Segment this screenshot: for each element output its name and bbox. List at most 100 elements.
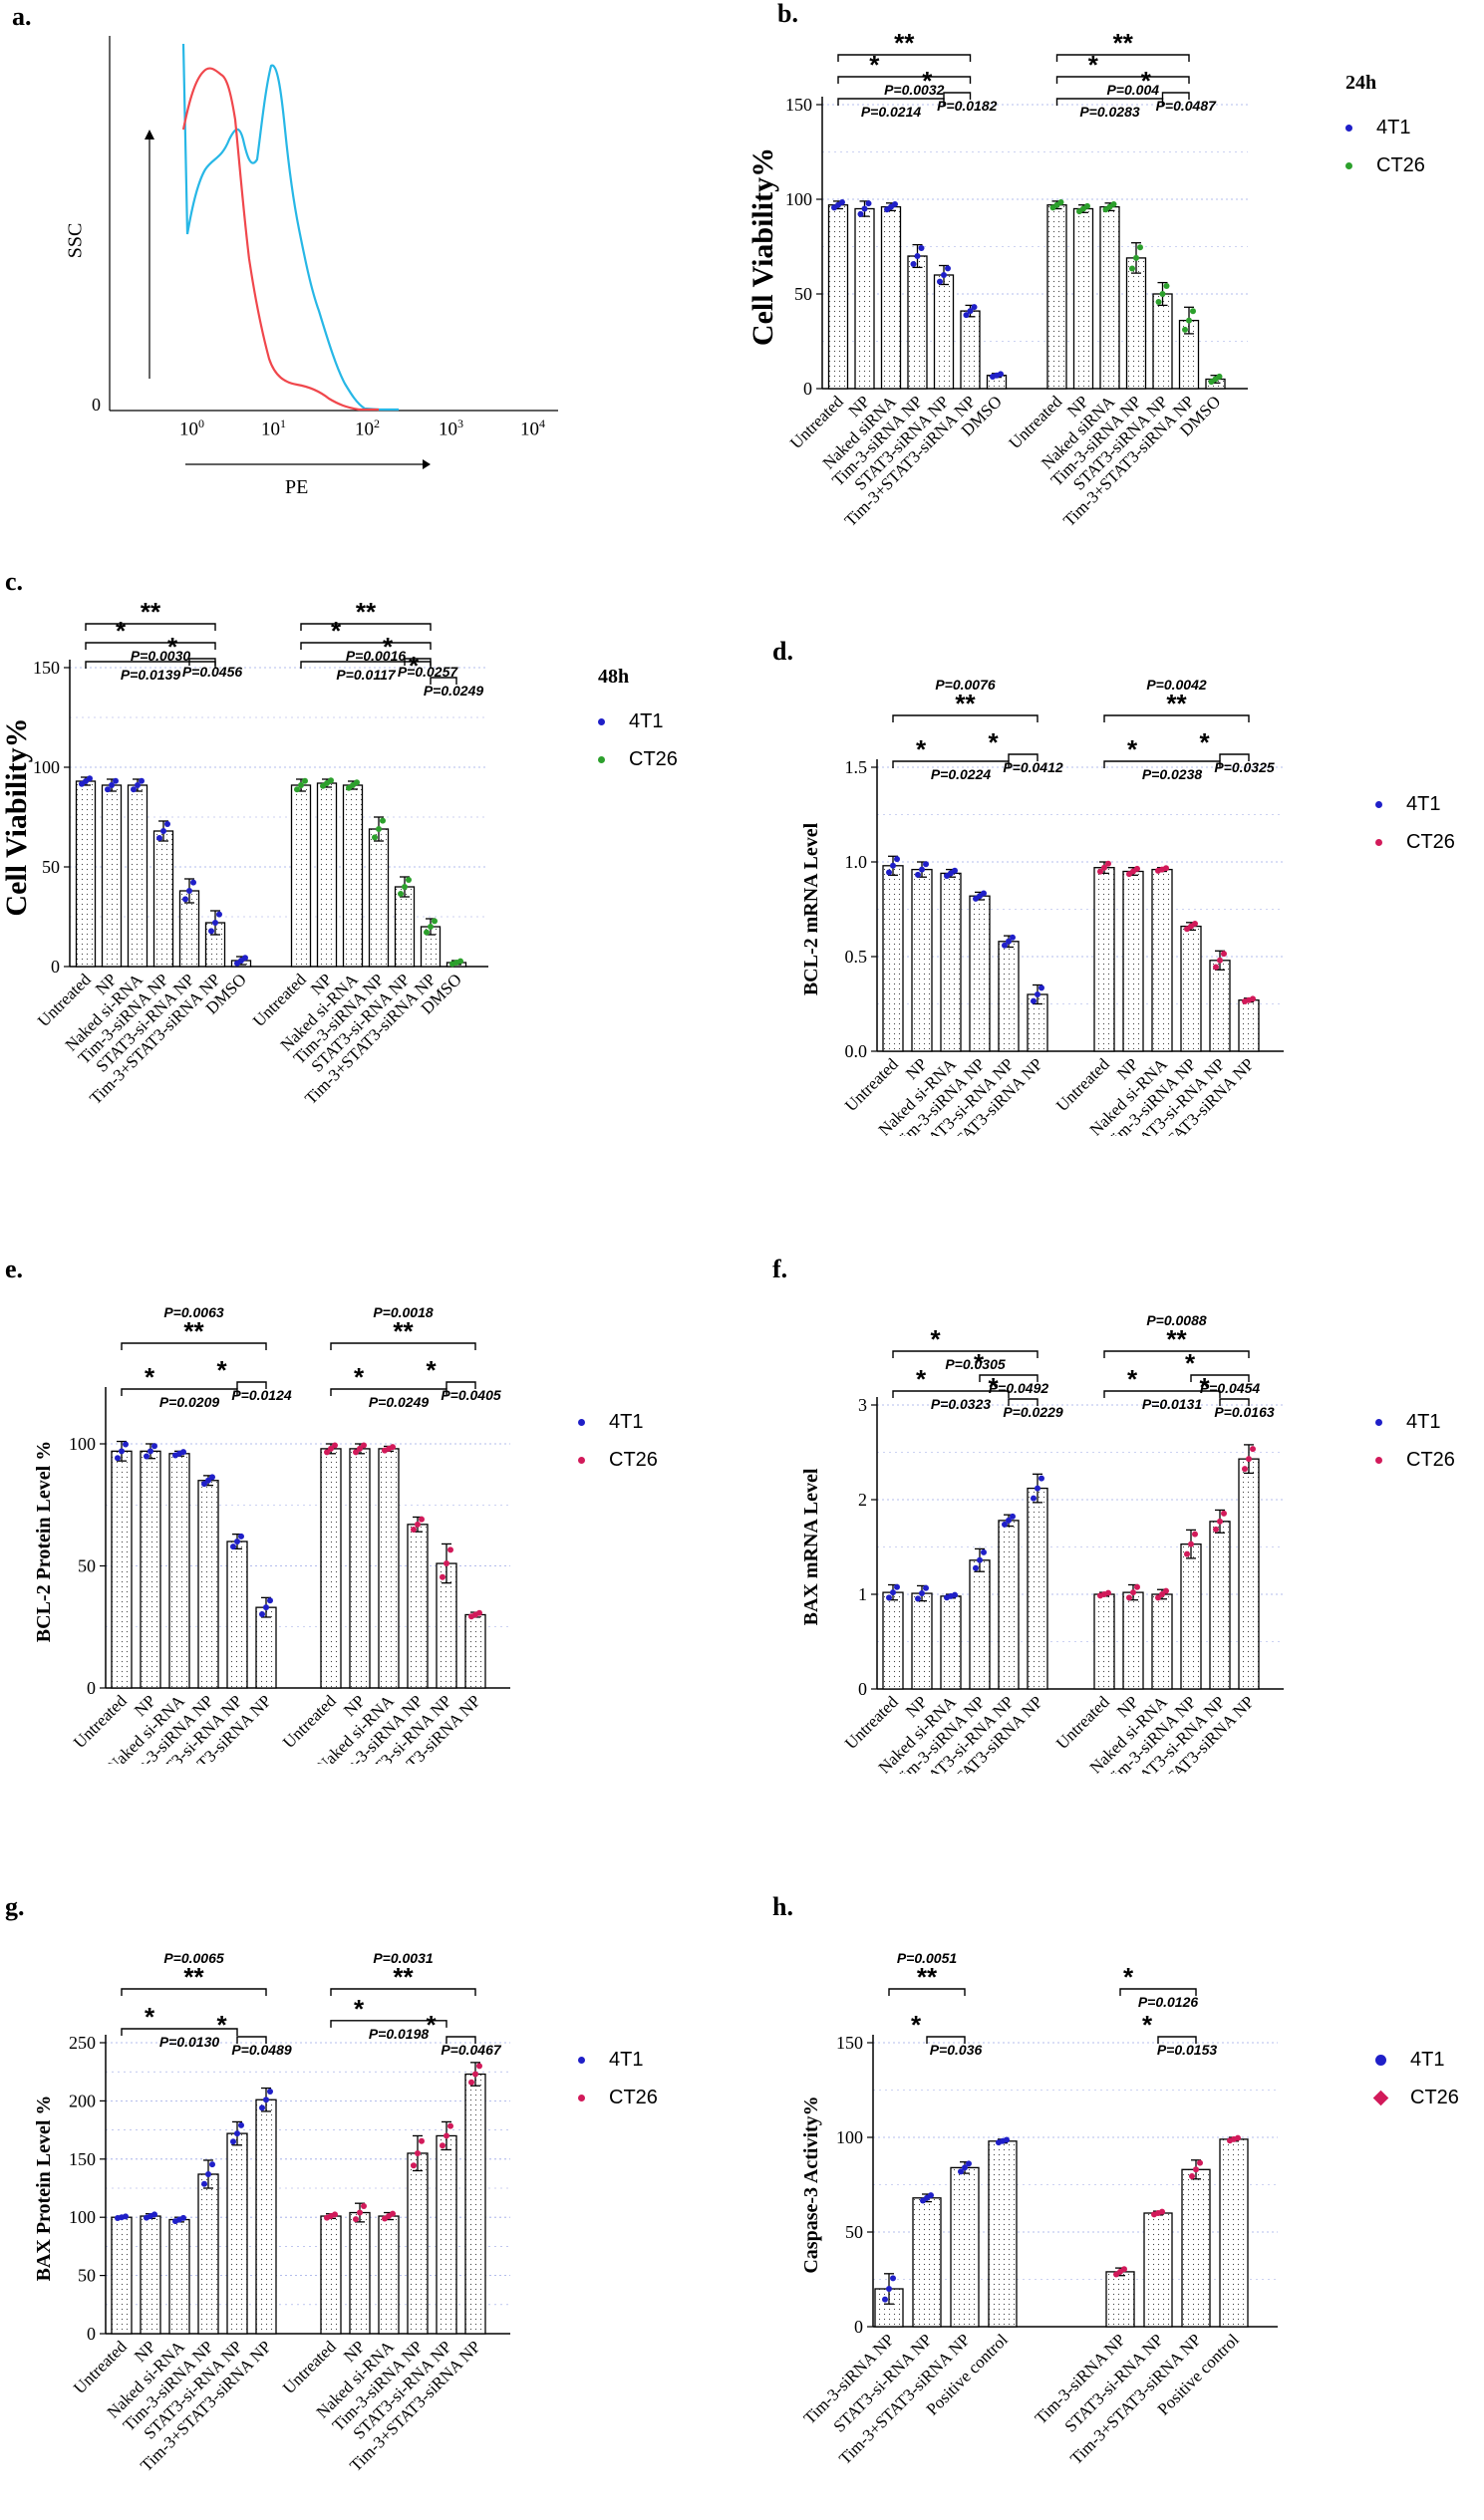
y-tick-label: 0	[858, 1679, 867, 1699]
y-axis-label: Caspase-3 Activity%	[800, 2096, 822, 2273]
data-point	[209, 2161, 215, 2168]
significance-bracket	[1008, 1398, 1039, 1406]
significance-stars: **	[894, 28, 915, 58]
data-point	[411, 1526, 417, 1533]
data-point	[890, 862, 896, 869]
p-value-label: P=0.0405	[441, 1387, 501, 1403]
panel-label-e: e.	[5, 1256, 23, 1283]
data-point	[971, 304, 978, 311]
significance-stars: **	[1166, 1324, 1187, 1354]
bar	[1180, 1542, 1202, 1690]
data-point	[1010, 1513, 1016, 1520]
significance-stars: *	[354, 1994, 365, 2024]
bar	[1151, 1593, 1173, 1690]
p-value-label: P=0.0454	[1200, 1380, 1261, 1396]
bar	[827, 204, 849, 390]
bar	[255, 2099, 277, 2335]
data-point	[892, 200, 898, 207]
data-point	[87, 775, 93, 782]
p-value-label: P=0.0163	[1214, 1404, 1275, 1420]
p-value-label: P=0.0257	[398, 664, 459, 680]
significance-bracket	[1157, 2036, 1197, 2044]
significance-bracket	[1190, 1374, 1250, 1382]
data-point	[447, 1546, 453, 1553]
y-tick-label: 100	[69, 2207, 96, 2227]
significance-bracket	[926, 2036, 966, 2044]
bar	[111, 1450, 133, 1689]
significance-bracket	[85, 642, 216, 650]
significance-bracket	[430, 677, 457, 685]
chart-panel-h: h. 0 50 100 150 Caspase-3 Activity% Tim-3-siRN…	[767, 1892, 1326, 2511]
significance-bracket	[892, 1390, 1010, 1398]
data-point	[857, 210, 864, 217]
data-point	[1163, 1587, 1169, 1594]
legend-h: 4T1 CT26	[1372, 2041, 1459, 2116]
data-point	[390, 1444, 396, 1451]
data-point	[1110, 200, 1117, 207]
significance-stars: *	[426, 1355, 437, 1385]
p-value-label: P=0.0018	[373, 1304, 434, 1320]
y-tick-label: 0.0	[845, 1041, 868, 1061]
data-point	[967, 308, 974, 315]
data-point	[332, 2211, 338, 2218]
data-point	[447, 2122, 453, 2129]
significance-bracket	[1008, 753, 1039, 761]
data-point	[919, 866, 925, 873]
flow-x-label: PE	[285, 476, 309, 498]
p-value-label: P=0.0076	[935, 677, 996, 693]
y-tick-label: 0	[87, 2324, 96, 2344]
data-point	[890, 2275, 896, 2282]
significance-bracket	[121, 2028, 238, 2036]
bar	[969, 1559, 991, 1690]
data-point	[115, 1455, 121, 1462]
data-point	[144, 1453, 149, 1460]
significance-bracket	[1055, 98, 1164, 106]
bar	[255, 1606, 277, 1689]
p-value-label: P=0.0051	[897, 1950, 958, 1966]
data-point	[212, 920, 218, 926]
data-point	[424, 929, 430, 936]
data-point	[1163, 283, 1170, 290]
panel-label-f: f.	[772, 1256, 787, 1283]
significance-bracket	[121, 1988, 267, 1996]
data-point	[411, 2162, 417, 2169]
significance-bracket	[1055, 76, 1190, 84]
data-point	[151, 2211, 157, 2218]
flow-x-tick: 100	[179, 417, 204, 440]
data-point	[415, 1521, 421, 1528]
p-value-label: P=0.0224	[931, 766, 992, 782]
data-point	[267, 1597, 273, 1604]
bar	[933, 274, 955, 390]
data-point	[973, 1564, 979, 1571]
significance-stars: *	[383, 632, 394, 662]
bar	[911, 868, 933, 1052]
data-point	[1006, 938, 1012, 945]
flow-x-ticks: 100 101 102 103 104	[0, 409, 598, 448]
category-label: Untreated	[1052, 1692, 1113, 1753]
legend-item-4t1: 4T1	[578, 1403, 658, 1441]
legend-item-4t1: 4T1	[1375, 1403, 1455, 1441]
data-point	[113, 777, 119, 784]
p-value-label: P=0.0131	[1142, 1396, 1203, 1412]
data-point	[958, 2168, 964, 2175]
data-point	[962, 2164, 968, 2171]
data-point	[1190, 308, 1196, 315]
significance-bracket	[888, 1988, 966, 1996]
data-point	[1250, 1446, 1256, 1453]
data-point	[156, 835, 162, 841]
p-value-label: P=0.0130	[159, 2034, 220, 2050]
data-point	[977, 1556, 983, 1563]
legend-item-ct26: CT26	[598, 740, 678, 778]
significance-stars: **	[1166, 689, 1187, 718]
significance-stars: *	[922, 66, 933, 96]
data-point	[1031, 997, 1037, 1004]
significance-bracket	[330, 2020, 447, 2028]
data-point	[919, 1590, 925, 1597]
flow-x-tick: 101	[261, 417, 286, 440]
p-value-label: P=0.0065	[163, 1950, 224, 1966]
p-value-label: P=0.0456	[182, 664, 243, 680]
y-tick-label: 150	[33, 658, 60, 678]
significance-bracket	[892, 760, 1010, 768]
p-value-label: P=0.0182	[937, 98, 998, 114]
